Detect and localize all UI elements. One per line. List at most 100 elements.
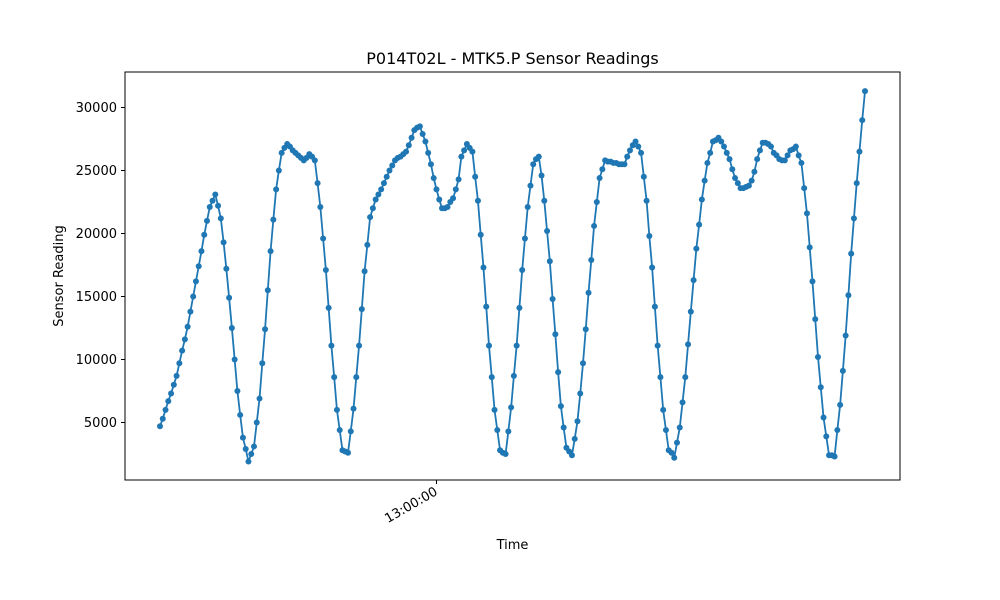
data-point	[165, 398, 172, 405]
data-point	[682, 374, 689, 381]
data-point	[367, 214, 374, 221]
y-tick-label: 20000	[76, 227, 117, 242]
data-point	[726, 156, 733, 163]
data-point	[831, 453, 838, 460]
data-point	[461, 147, 468, 154]
data-point	[190, 293, 197, 300]
data-point	[596, 175, 603, 182]
data-point	[850, 215, 857, 222]
data-point	[452, 186, 459, 193]
data-point	[458, 153, 465, 160]
data-point	[698, 196, 705, 203]
data-point	[674, 439, 680, 446]
data-point	[635, 143, 642, 150]
data-point	[557, 403, 564, 410]
data-point	[751, 168, 758, 175]
data-point	[568, 452, 575, 459]
data-point	[325, 304, 332, 311]
data-point	[555, 369, 562, 376]
data-point	[696, 221, 703, 228]
data-point	[427, 161, 434, 168]
data-point	[176, 360, 183, 367]
data-point	[748, 177, 755, 184]
data-point	[588, 256, 595, 263]
data-point	[436, 196, 443, 203]
data-point	[627, 147, 633, 154]
x-axis-label: Time	[496, 538, 529, 553]
data-point	[823, 433, 830, 440]
data-point	[538, 172, 545, 179]
data-point	[848, 250, 855, 257]
data-point	[668, 449, 675, 456]
data-point	[220, 239, 227, 246]
data-point	[248, 451, 255, 457]
data-point	[403, 148, 410, 155]
data-point	[662, 427, 669, 434]
data-point	[477, 231, 484, 238]
data-point	[651, 303, 658, 310]
data-point	[378, 186, 385, 193]
data-point	[621, 161, 628, 168]
data-point	[798, 159, 805, 166]
data-point	[237, 411, 244, 418]
data-point	[574, 418, 581, 425]
data-point	[209, 197, 216, 204]
data-point	[723, 149, 730, 156]
y-tick-label: 5000	[84, 416, 117, 431]
data-point	[707, 149, 714, 156]
data-point	[671, 454, 678, 461]
data-point	[228, 325, 235, 331]
data-point	[259, 360, 266, 367]
data-point	[687, 308, 694, 315]
data-point	[530, 161, 537, 168]
data-point	[815, 353, 821, 360]
data-point	[486, 342, 492, 349]
data-point	[383, 173, 390, 180]
data-point	[217, 215, 224, 222]
data-point	[549, 296, 556, 303]
data-point	[679, 399, 686, 406]
data-point	[812, 316, 819, 323]
data-point	[336, 427, 343, 434]
data-point	[386, 167, 393, 174]
data-point	[474, 197, 481, 204]
data-point	[198, 248, 205, 255]
data-point	[251, 443, 257, 450]
data-point	[226, 294, 233, 301]
data-point	[430, 175, 437, 182]
data-point	[488, 374, 495, 381]
data-point	[817, 384, 824, 391]
y-tick-label: 15000	[76, 290, 117, 305]
data-point	[660, 406, 667, 413]
data-point	[792, 143, 799, 150]
data-point	[380, 180, 387, 187]
data-point	[768, 143, 774, 150]
data-point	[245, 458, 252, 465]
data-point	[806, 244, 813, 251]
data-point	[693, 245, 700, 252]
data-point	[809, 278, 816, 285]
data-point	[347, 428, 354, 435]
data-point	[535, 153, 542, 160]
data-point	[643, 197, 650, 204]
data-point	[676, 424, 683, 431]
data-point	[582, 326, 589, 333]
data-point	[803, 210, 810, 217]
data-point	[577, 390, 584, 397]
data-point	[215, 202, 222, 209]
data-point	[718, 138, 725, 145]
data-point	[546, 258, 553, 265]
data-point	[425, 149, 432, 156]
data-point	[591, 222, 598, 229]
data-point	[632, 138, 639, 145]
data-point	[278, 149, 285, 156]
data-point	[745, 182, 752, 189]
data-point	[273, 186, 280, 193]
data-point	[206, 204, 213, 211]
data-point	[701, 177, 708, 184]
data-point	[837, 401, 844, 408]
data-point	[638, 149, 645, 156]
data-point	[571, 435, 578, 442]
data-point	[649, 264, 656, 271]
